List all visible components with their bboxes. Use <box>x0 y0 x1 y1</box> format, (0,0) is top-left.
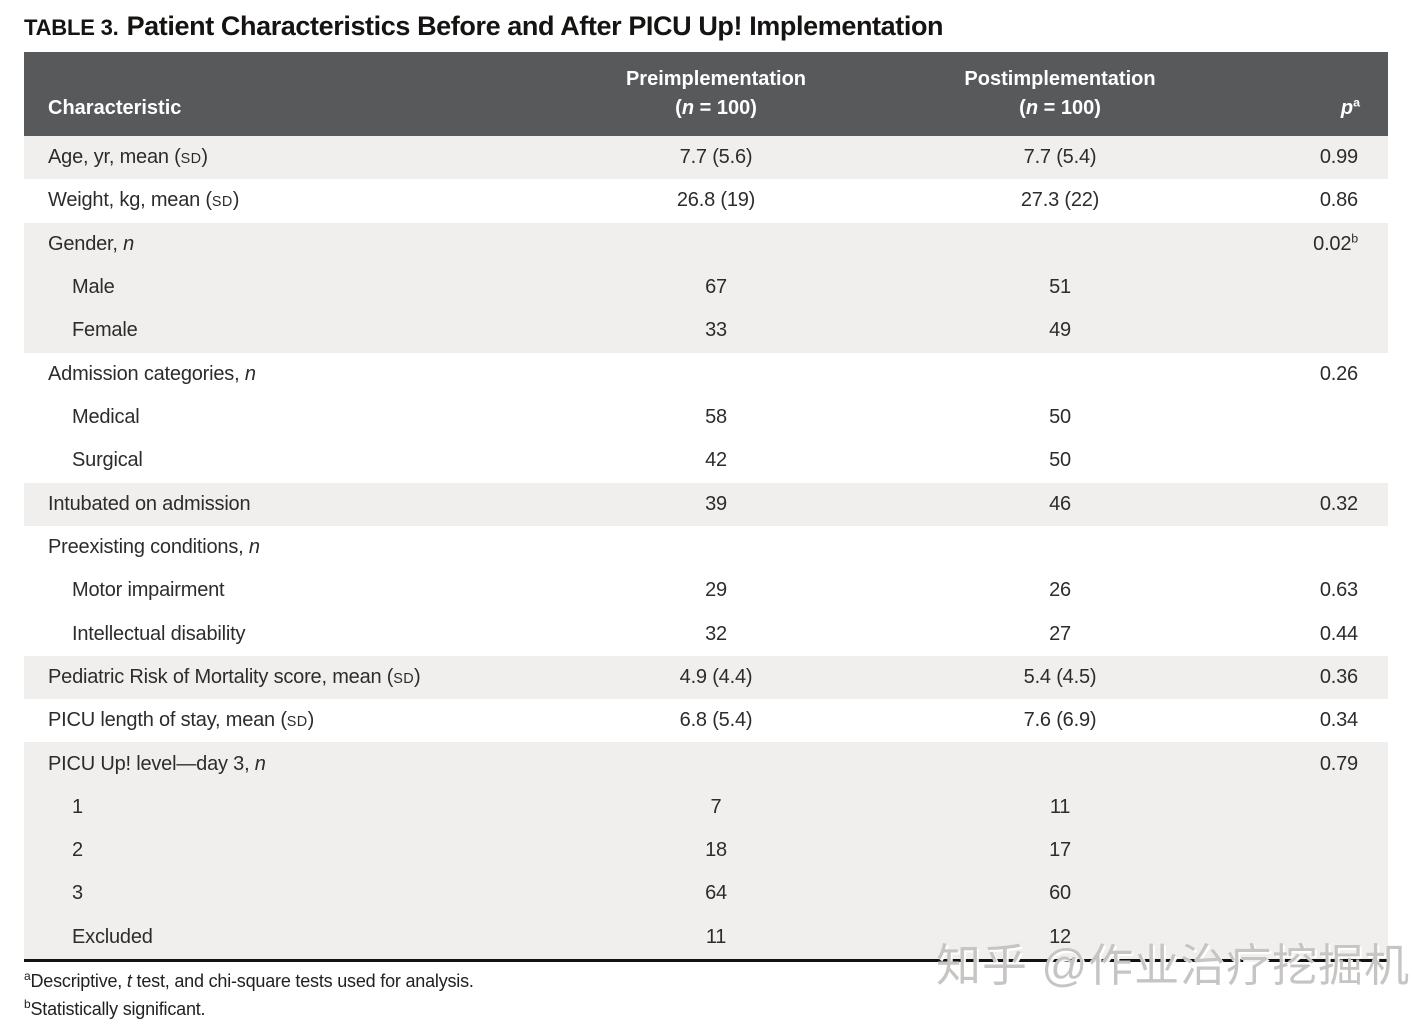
preimplementation-value: 39 <box>705 492 727 515</box>
preimplementation-value: 29 <box>705 579 727 602</box>
zhihu-watermark: 知乎 @作业治疗挖掘机 <box>936 940 1411 991</box>
table-row: Gender, n 0.02b <box>24 222 1388 266</box>
preimplementation-value: 42 <box>705 449 727 472</box>
postimplementation-value: 60 <box>1049 882 1071 905</box>
postimplementation-value: 5.4 (4.5) <box>1023 665 1097 688</box>
postimplementation-value: 49 <box>1049 319 1071 342</box>
p-value: 0.02b <box>1313 231 1358 255</box>
row-label: Surgical <box>72 449 143 472</box>
header-postimplementation: Postimplementation (n = 100) <box>964 68 1156 119</box>
row-label: 1 <box>72 795 83 818</box>
postimplementation-value: 17 <box>1049 839 1071 862</box>
preimplementation-value: 64 <box>705 882 727 905</box>
table-row: Intubated on admission 39 46 0.32 <box>24 482 1388 526</box>
postimplementation-value: 26 <box>1049 579 1071 602</box>
table-row: PICU Up! level—day 3, n 0.79 <box>24 742 1388 786</box>
preimplementation-value: 11 <box>705 925 727 948</box>
table-row: Female 33 49 <box>24 309 1388 353</box>
table-body: Age, yr, mean (SD) 7.7 (5.6) 7.7 (5.4) 0.99… <box>24 136 1388 962</box>
row-label: Pediatric Risk of Mortality score, mean … <box>48 665 421 688</box>
footnotes: aDescriptive, t test, and chi-square tes… <box>24 968 1388 1023</box>
row-label: Admission categories, n <box>48 362 256 385</box>
table-title: TABLE 3. Patient Characteristics Before a… <box>24 8 1388 46</box>
preimplementation-value: 6.8 (5.4) <box>679 709 753 732</box>
preimplementation-value: 7.7 (5.6) <box>679 146 753 169</box>
table-row: 2 18 17 <box>24 829 1388 873</box>
row-label: Intellectual disability <box>72 622 246 645</box>
table-row: Surgical 42 50 <box>24 439 1388 482</box>
p-value: 0.99 <box>1319 146 1358 169</box>
table-row: Intellectual disability 32 27 0.44 <box>24 612 1388 655</box>
preimplementation-value: 4.9 (4.4) <box>679 665 753 688</box>
row-label: Age, yr, mean (SD) <box>48 146 208 169</box>
p-value: 0.36 <box>1319 665 1358 688</box>
table-row: Medical 58 50 <box>24 396 1388 439</box>
row-label: Medical <box>72 406 140 429</box>
postimplementation-value: 7.6 (6.9) <box>1023 709 1097 732</box>
p-value: 0.86 <box>1319 189 1358 212</box>
row-label: Female <box>72 319 138 342</box>
table-row: Motor impairment 29 26 0.63 <box>24 569 1388 612</box>
header-p-value: pa <box>1340 95 1360 119</box>
table-row: Excluded 11 12 <box>24 915 1388 959</box>
table-row: 1 7 11 <box>24 785 1388 829</box>
table-row: Preexisting conditions, n <box>24 526 1388 569</box>
row-label: Intubated on admission <box>48 492 251 515</box>
postimplementation-value: 11 <box>1049 795 1071 818</box>
postimplementation-value: 50 <box>1049 449 1071 472</box>
table-row: Age, yr, mean (SD) 7.7 (5.6) 7.7 (5.4) 0.99 <box>24 136 1388 180</box>
postimplementation-value: 50 <box>1049 406 1071 429</box>
row-label: 3 <box>72 882 83 905</box>
postimplementation-value: 7.7 (5.4) <box>1023 146 1097 169</box>
row-label: Excluded <box>72 925 153 948</box>
footnote-b: bStatistically significant. <box>24 996 206 1019</box>
p-value: 0.79 <box>1319 752 1358 775</box>
row-label: PICU length of stay, mean (SD) <box>48 709 315 732</box>
postimplementation-value: 51 <box>1049 276 1071 299</box>
p-value: 0.32 <box>1319 492 1358 515</box>
p-value: 0.44 <box>1319 622 1358 645</box>
header-characteristic: Characteristic <box>48 97 182 119</box>
patient-characteristics-table: Characteristic Preimplementation (n = 10… <box>24 52 1388 962</box>
header-preimplementation: Preimplementation (n = 100) <box>625 68 807 119</box>
table-title-text: Patient Characteristics Before and After… <box>126 11 944 41</box>
table-row: 3 64 60 <box>24 872 1388 916</box>
postimplementation-value: 12 <box>1049 925 1071 948</box>
row-label: PICU Up! level—day 3, n <box>48 752 266 775</box>
row-label: Motor impairment <box>72 579 225 602</box>
table-row: Male 67 51 <box>24 265 1388 310</box>
row-label: Preexisting conditions, n <box>48 535 260 558</box>
table-number: TABLE 3. <box>24 15 119 40</box>
preimplementation-value: 58 <box>705 406 727 429</box>
preimplementation-value: 67 <box>705 276 727 299</box>
p-value: 0.26 <box>1319 362 1358 385</box>
postimplementation-value: 27 <box>1049 622 1071 645</box>
table-row: PICU length of stay, mean (SD) 6.8 (5.4) 7… <box>24 699 1388 742</box>
postimplementation-value: 46 <box>1049 492 1071 515</box>
table-row: Weight, kg, mean (SD) 26.8 (19) 27.3 (22) 0… <box>24 179 1388 222</box>
preimplementation-value: 32 <box>705 622 727 645</box>
table-row: Admission categories, n 0.26 <box>24 353 1388 396</box>
row-label: 2 <box>72 839 83 862</box>
row-label: Male <box>72 276 115 299</box>
footnote-a: aDescriptive, t test, and chi-square tes… <box>24 969 474 991</box>
p-value: 0.34 <box>1319 709 1358 732</box>
preimplementation-value: 33 <box>705 319 727 342</box>
preimplementation-value: 18 <box>705 839 727 862</box>
p-value: 0.63 <box>1319 579 1358 602</box>
table-row: Pediatric Risk of Mortality score, mean … <box>24 655 1388 700</box>
preimplementation-value: 26.8 (19) <box>676 189 756 212</box>
postimplementation-value: 27.3 (22) <box>1020 189 1100 212</box>
row-label: Weight, kg, mean (SD) <box>48 189 240 212</box>
preimplementation-value: 7 <box>710 795 722 818</box>
row-label: Gender, n <box>48 232 135 255</box>
table-header-row: Characteristic Preimplementation (n = 10… <box>24 52 1388 136</box>
